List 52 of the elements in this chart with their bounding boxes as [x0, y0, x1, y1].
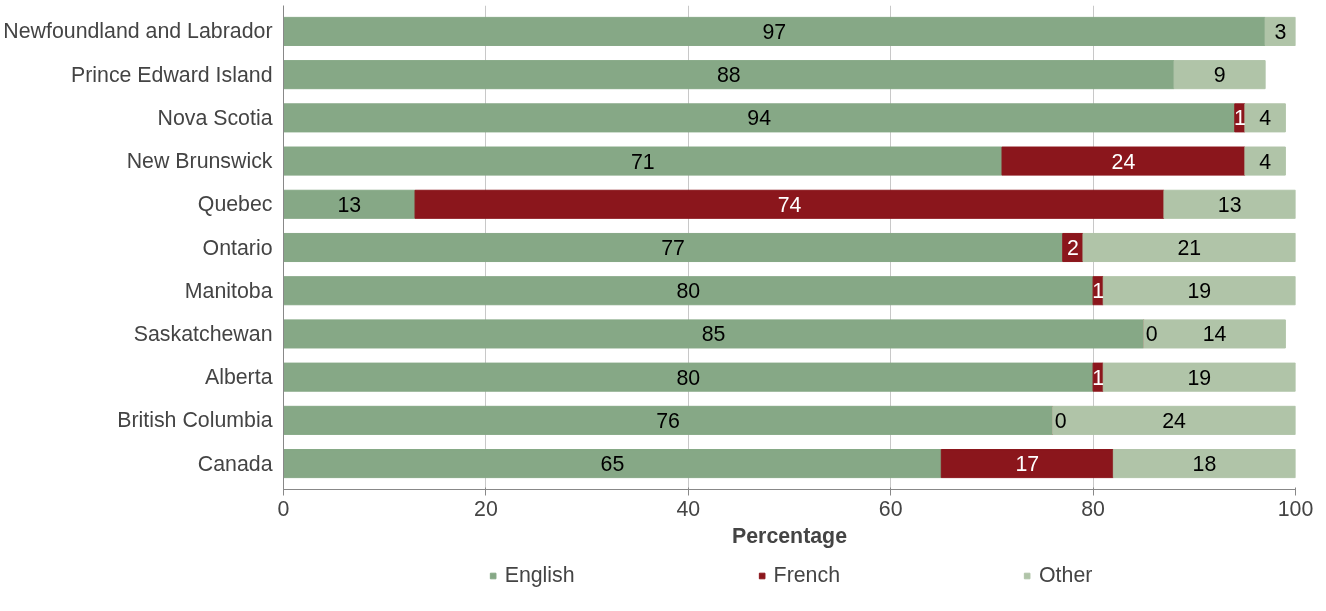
data-label: 97: [762, 19, 787, 44]
y-tick-label: Canada: [197, 451, 273, 476]
data-label: 1: [1092, 279, 1105, 304]
data-label: 24: [1111, 149, 1136, 174]
data-label: 24: [1162, 408, 1187, 433]
y-tick-label: Prince Edward Island: [70, 62, 273, 87]
data-label: 77: [661, 236, 685, 260]
legend-label: English: [504, 562, 575, 588]
x-tick-label: 100: [1277, 496, 1314, 521]
data-label: 21: [1177, 236, 1202, 260]
y-tick-label: Quebec: [197, 192, 273, 217]
data-label: 1: [1233, 106, 1246, 131]
data-label: 1: [1092, 365, 1105, 390]
data-label: 80: [676, 365, 701, 390]
data-label: 19: [1187, 279, 1212, 304]
y-tick-label: Alberta: [204, 365, 273, 390]
y-tick-label: Newfoundland and Labrador: [3, 19, 273, 44]
data-label: 9: [1213, 63, 1226, 88]
data-label: 13: [337, 192, 362, 217]
data-label: 13: [1217, 192, 1242, 217]
y-tick-label: Saskatchewan: [133, 321, 273, 346]
y-tick-label: New Brunswick: [126, 149, 273, 174]
legend-label: French: [773, 562, 840, 588]
data-label: 3: [1274, 19, 1287, 44]
data-label: 74: [777, 192, 802, 217]
data-label: 76: [656, 408, 680, 433]
x-axis-title: Percentage: [732, 523, 848, 548]
data-label: 0: [1145, 322, 1158, 347]
data-label: 0: [1054, 408, 1067, 433]
data-label: 71: [630, 149, 655, 174]
legend-label: Other: [1039, 562, 1093, 588]
data-label: 4: [1259, 149, 1272, 174]
y-tick-label: Nova Scotia: [157, 105, 273, 130]
data-label: 19: [1187, 365, 1212, 390]
x-tick-label: 60: [878, 496, 903, 521]
data-label: 2: [1066, 236, 1079, 260]
data-label: 4: [1259, 106, 1272, 131]
x-tick-label: 0: [277, 496, 290, 521]
data-label: 65: [600, 452, 625, 477]
y-tick-label: Ontario: [202, 235, 273, 260]
y-tick-label: British Columbia: [117, 408, 273, 433]
data-label: 18: [1192, 452, 1217, 477]
data-label: 17: [1015, 452, 1040, 477]
data-label: 88: [716, 63, 741, 88]
data-label: 14: [1202, 322, 1227, 347]
data-label: 80: [676, 279, 701, 304]
x-tick-label: 20: [474, 496, 498, 521]
y-tick-label: Manitoba: [184, 278, 273, 303]
data-label: 94: [747, 106, 772, 131]
x-tick-label: 40: [676, 496, 701, 521]
data-label: 85: [701, 322, 726, 347]
x-tick-label: 80: [1081, 496, 1106, 521]
